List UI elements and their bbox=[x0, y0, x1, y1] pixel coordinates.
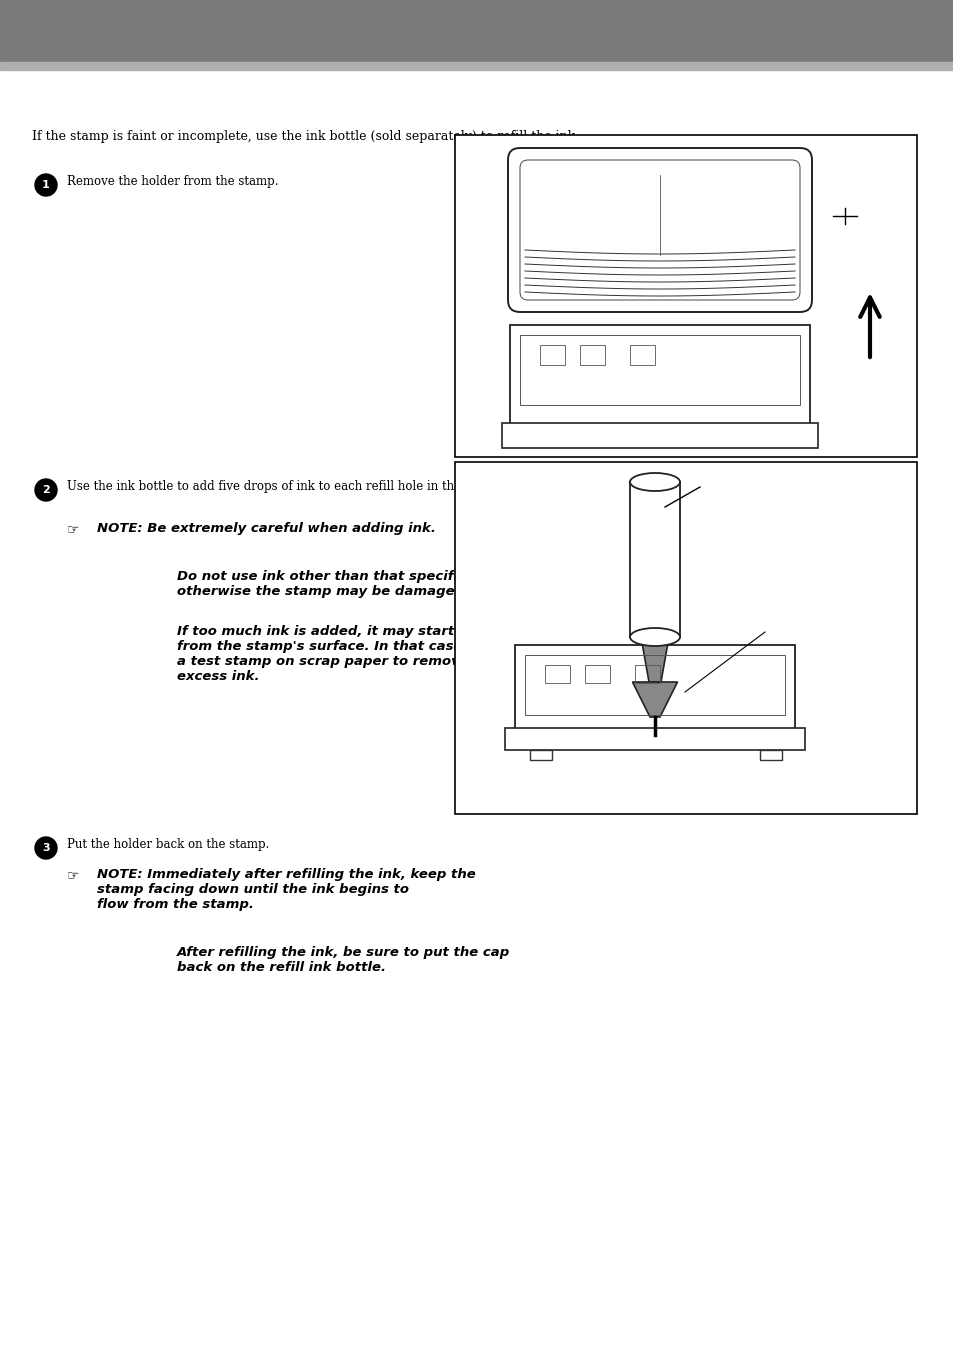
Text: 3: 3 bbox=[42, 842, 50, 853]
Text: ☞: ☞ bbox=[67, 868, 79, 882]
Ellipse shape bbox=[629, 628, 679, 646]
Bar bbox=[519, 336, 800, 404]
Bar bbox=[629, 483, 679, 638]
FancyBboxPatch shape bbox=[507, 148, 811, 311]
Text: If the stamp is faint or incomplete, use the ink bottle (sold separately) to ref: If the stamp is faint or incomplete, use… bbox=[32, 129, 578, 143]
Bar bbox=[455, 135, 916, 457]
Text: ☞: ☞ bbox=[67, 522, 79, 537]
Text: After refilling the ink, be sure to put the cap
back on the refill ink bottle.: After refilling the ink, be sure to put … bbox=[177, 946, 510, 975]
Bar bbox=[635, 665, 659, 683]
Bar bbox=[0, 0, 953, 62]
Bar bbox=[0, 62, 953, 70]
Text: Use the ink bottle to add five drops of ink to each refill hole in the stamp.: Use the ink bottle to add five drops of … bbox=[67, 480, 504, 493]
Bar bbox=[501, 423, 817, 448]
Bar bbox=[584, 665, 609, 683]
Bar bbox=[455, 462, 916, 814]
Polygon shape bbox=[640, 638, 668, 682]
Bar bbox=[515, 644, 794, 731]
Circle shape bbox=[35, 837, 57, 859]
Polygon shape bbox=[632, 682, 677, 717]
Circle shape bbox=[35, 479, 57, 501]
Bar bbox=[524, 655, 784, 714]
Text: Remove the holder from the stamp.: Remove the holder from the stamp. bbox=[67, 175, 278, 187]
Bar bbox=[760, 749, 781, 760]
Text: NOTE: Be extremely careful when adding ink.: NOTE: Be extremely careful when adding i… bbox=[97, 522, 436, 535]
Text: 1: 1 bbox=[42, 181, 50, 190]
Bar bbox=[629, 345, 655, 365]
Bar bbox=[510, 325, 809, 425]
Circle shape bbox=[35, 174, 57, 195]
Bar bbox=[504, 728, 804, 749]
Text: If too much ink is added, it may start leaking
from the stamp's surface. In that: If too much ink is added, it may start l… bbox=[177, 625, 513, 683]
Text: NOTE: Immediately after refilling the ink, keep the
stamp facing down until the : NOTE: Immediately after refilling the in… bbox=[97, 868, 476, 911]
Text: Put the holder back on the stamp.: Put the holder back on the stamp. bbox=[67, 838, 269, 851]
Bar bbox=[539, 345, 564, 365]
Ellipse shape bbox=[629, 473, 679, 491]
Text: Do not use ink other than that specified,
otherwise the stamp may be damaged.: Do not use ink other than that specified… bbox=[177, 570, 481, 599]
Bar bbox=[579, 345, 604, 365]
Bar bbox=[544, 665, 569, 683]
Text: 2: 2 bbox=[42, 485, 50, 495]
Bar bbox=[530, 749, 552, 760]
